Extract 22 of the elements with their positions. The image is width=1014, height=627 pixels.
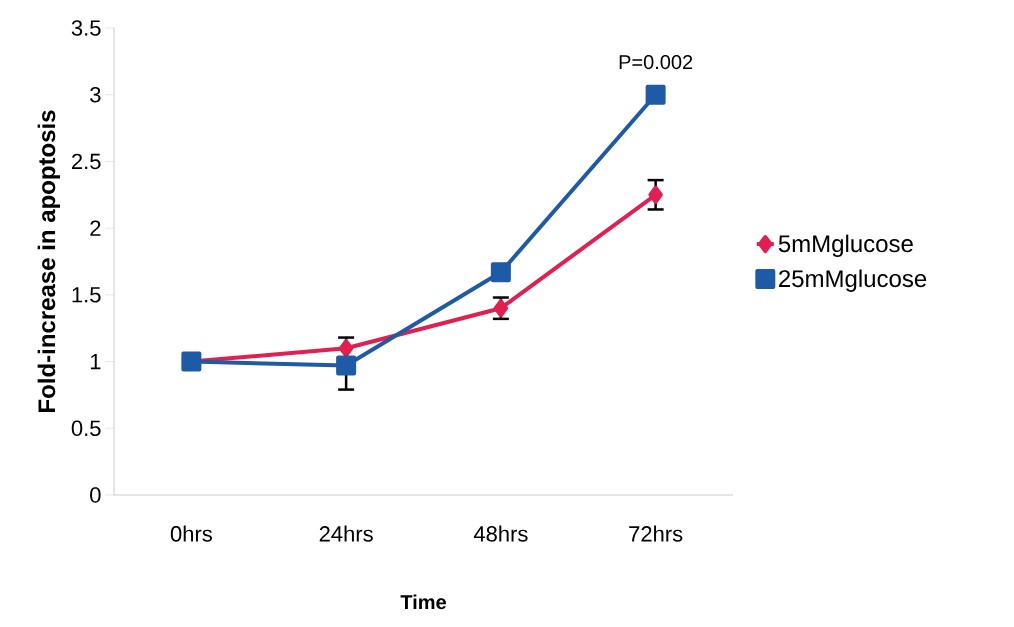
y-tick-label: 1	[90, 354, 101, 370]
y-tick-label: 3.5	[71, 20, 101, 36]
x-tick-label: 0hrs	[170, 525, 212, 542]
point	[648, 185, 663, 204]
point	[338, 339, 354, 358]
x-tick-label: 48hrs	[473, 525, 528, 542]
y-axis-title: Fold-increase in apoptosis	[37, 110, 61, 412]
x-tick-label: 72hrs	[629, 525, 683, 542]
y-tick-label: 2.5	[72, 153, 101, 170]
x-tick-label: 24hrs	[319, 525, 373, 542]
legend-label: 5mMglucose	[778, 234, 913, 257]
point	[645, 84, 666, 105]
y-tick-label: 1.5	[72, 287, 101, 303]
y-tick-label: 2	[90, 220, 101, 236]
x-axis-title: Time	[400, 594, 446, 610]
point	[336, 355, 357, 376]
annotation: P=0.002	[619, 55, 693, 70]
point	[490, 262, 511, 283]
legend-label: 25mMglucose	[779, 269, 927, 292]
y-tick-label: 0.5	[71, 420, 101, 437]
y-tick-label: 0	[90, 487, 101, 503]
y-tick-label: 3	[90, 86, 101, 103]
